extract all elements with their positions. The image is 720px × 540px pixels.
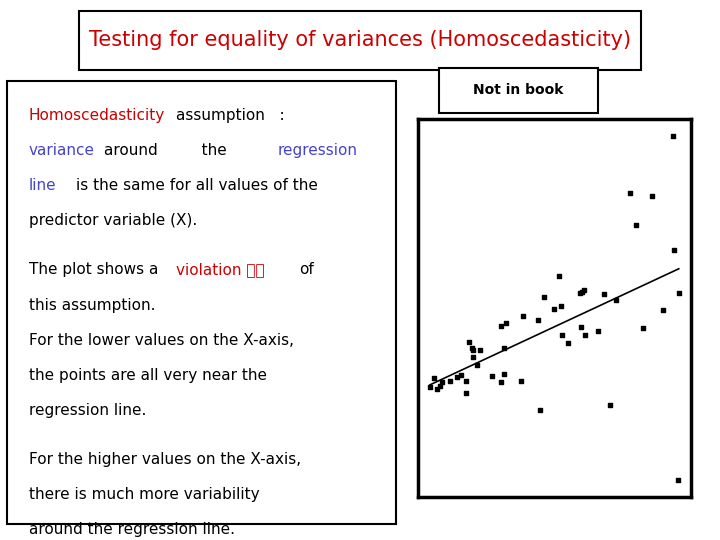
Point [534,406,546,414]
Text: regression line.: regression line. [29,403,146,418]
Point [673,289,685,298]
Point [532,316,544,325]
Point [631,221,642,230]
Text: the points are all very near the: the points are all very near the [29,368,267,383]
Point [515,377,526,386]
Point [557,330,568,339]
Point [555,302,567,310]
Point [500,319,512,327]
Text: assumption   :: assumption : [176,108,285,123]
Point [637,324,649,333]
Point [495,377,507,386]
Point [444,376,456,385]
Point [495,321,507,330]
Text: of: of [299,262,313,278]
Point [604,401,616,409]
Point [646,192,657,200]
Point [576,322,588,331]
Text: is the same for all values of the: is the same for all values of the [76,178,318,193]
Text: For the higher values on the X-axis,: For the higher values on the X-axis, [29,452,301,467]
Point [672,475,683,484]
Point [554,272,565,281]
Point [577,288,588,296]
Text: there is much more variability: there is much more variability [29,487,259,502]
Text: around the regression line.: around the regression line. [29,522,235,537]
Point [467,353,479,361]
Point [434,382,446,391]
Point [460,377,472,386]
Point [593,327,604,335]
Point [499,343,510,352]
Point [436,378,447,387]
Point [456,370,467,379]
Point [451,373,462,382]
Point [668,245,680,254]
Point [625,189,636,198]
Point [431,384,443,393]
Point [539,293,550,301]
Text: line: line [29,178,56,193]
Point [598,289,610,298]
Text: regression: regression [277,143,357,158]
Point [549,305,560,313]
Point [471,361,482,370]
Point [424,382,436,391]
Point [562,339,574,348]
FancyBboxPatch shape [79,11,641,70]
Point [611,296,622,305]
Point [498,369,510,378]
Point [667,132,679,140]
Text: Testing for equality of variances (Homoscedasticity): Testing for equality of variances (Homos… [89,30,631,51]
Point [467,346,479,354]
Text: For the lower values on the X-axis,: For the lower values on the X-axis, [29,333,294,348]
Point [460,389,472,397]
Point [428,374,439,382]
Point [487,372,498,380]
Text: The plot shows a: The plot shows a [29,262,163,278]
FancyBboxPatch shape [7,81,396,524]
Point [578,286,590,295]
Text: variance: variance [29,143,95,158]
Point [579,330,590,339]
Point [467,344,478,353]
Point [574,288,585,297]
Text: predictor variable (X).: predictor variable (X). [29,213,197,228]
Point [517,312,528,320]
Text: Homoscedasticity: Homoscedasticity [29,108,165,123]
Point [464,338,475,347]
FancyBboxPatch shape [439,68,598,113]
Text: Not in book: Not in book [473,83,564,97]
Text: this assumption.: this assumption. [29,298,156,313]
Point [474,346,486,354]
Text: around         the: around the [104,143,227,158]
Text: violation 위반: violation 위반 [176,262,265,278]
Point [657,306,669,314]
